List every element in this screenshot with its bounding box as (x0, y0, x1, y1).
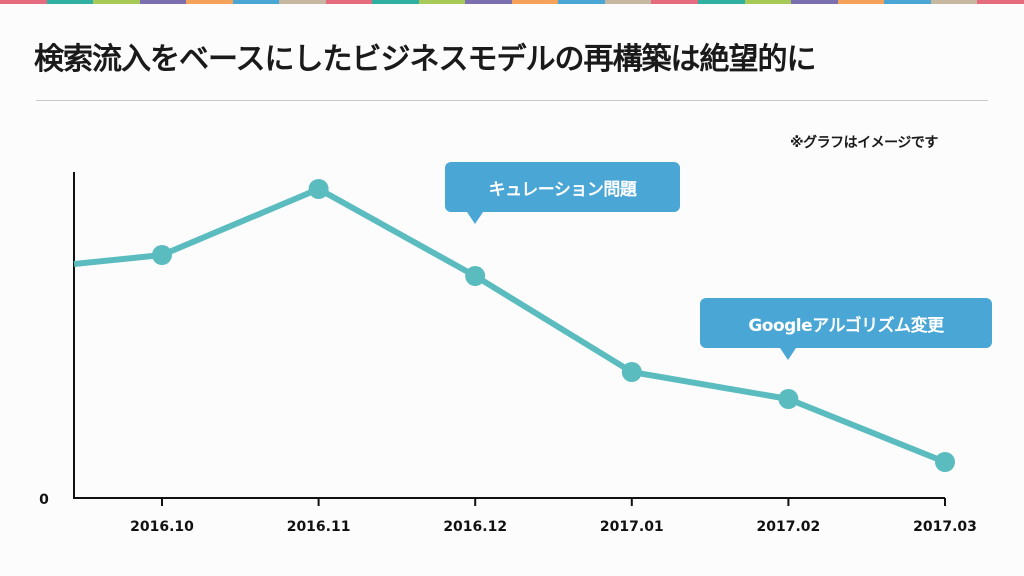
color-strip-segment (418, 0, 466, 4)
color-strip-segment (697, 0, 745, 4)
color-strip-segment (93, 0, 140, 4)
x-tick-label: 2016.12 (443, 519, 507, 535)
data-point (935, 452, 955, 472)
color-strip-segment (884, 0, 931, 4)
data-point (152, 245, 172, 265)
color-strip-segment (139, 0, 187, 4)
color-strip-segment (46, 0, 94, 4)
title-divider (36, 100, 988, 101)
data-point (465, 266, 486, 286)
image-note: ※グラフはイメージです (790, 135, 938, 151)
color-strip-segment (930, 0, 978, 4)
color-strip-segment (837, 0, 885, 4)
x-tick-label: 2017.02 (757, 519, 821, 535)
color-strip-segment (604, 0, 652, 4)
color-strip-segment (511, 0, 559, 4)
color-strip-segment (232, 0, 280, 4)
color-strip-segment (791, 0, 838, 4)
data-point (308, 179, 329, 199)
callout-google-algorithm-change: Googleアルゴリズム変更 (700, 298, 992, 360)
color-strip-segment (325, 0, 373, 4)
color-strip-segment (186, 0, 233, 4)
color-strip-segment (558, 0, 605, 4)
color-strip-segment (0, 0, 47, 4)
color-strip-segment (279, 0, 326, 4)
color-strip-segment (977, 0, 1024, 4)
x-tick-label: 2016.10 (130, 519, 194, 535)
color-strip-segment (744, 0, 792, 4)
callout-curation-issue: キュレーション問題 (445, 162, 680, 224)
data-point (778, 389, 799, 409)
color-strip-segment (651, 0, 698, 4)
color-strip (0, 0, 1024, 4)
color-strip-segment (372, 0, 419, 4)
y-tick-label: 0 (39, 492, 49, 508)
color-strip-segment (465, 0, 512, 4)
x-tick-label: 2017.03 (913, 519, 977, 535)
x-tick-label: 2017.01 (600, 519, 664, 535)
x-tick-label: 2016.11 (287, 519, 351, 535)
page-title: 検索流入をベースにしたビジネスモデルの再構築は絶望的に (34, 42, 816, 77)
data-point (621, 362, 642, 382)
